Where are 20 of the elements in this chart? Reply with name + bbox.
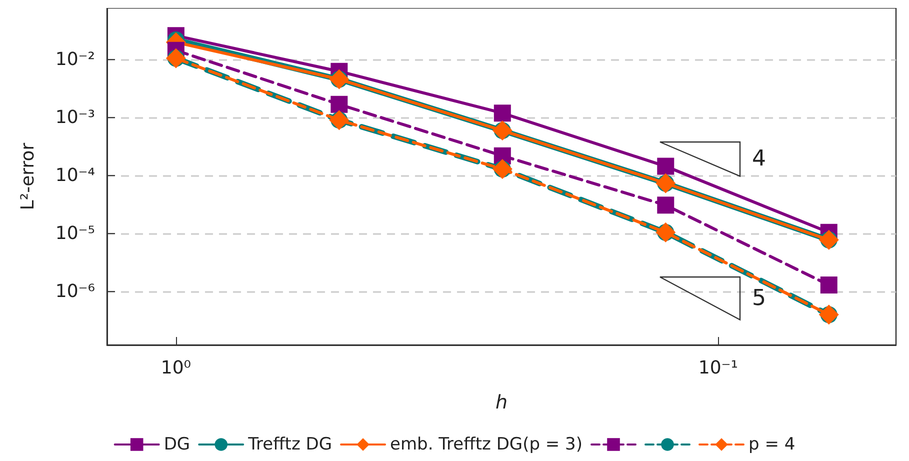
legend-label: emb. Trefftz DG(p = 3) bbox=[390, 434, 583, 454]
annotation: 5 bbox=[752, 286, 766, 311]
y-tick-label: 10⁻³ bbox=[55, 107, 95, 128]
x-tick-label: 10⁻¹ bbox=[698, 358, 738, 378]
x-axis-title: h bbox=[495, 392, 508, 414]
y-tick-label: 10⁻⁵ bbox=[55, 223, 95, 244]
point bbox=[657, 158, 674, 175]
point bbox=[657, 196, 674, 214]
legend-label: p = 4 bbox=[748, 434, 796, 454]
y-axis-title: L²-error bbox=[18, 142, 38, 210]
legend-label: DG bbox=[164, 434, 190, 454]
legend-label: Trefftz DG bbox=[247, 434, 332, 454]
y-tick-label: 10⁻⁴ bbox=[55, 165, 95, 186]
annotation: 4 bbox=[752, 146, 766, 172]
x-tick-label: 10⁰ bbox=[160, 358, 191, 378]
point bbox=[820, 276, 838, 294]
y-tick-label: 10⁻² bbox=[55, 49, 95, 70]
point bbox=[494, 104, 511, 122]
point bbox=[330, 96, 348, 113]
y-tick-label: 10⁻⁶ bbox=[55, 281, 95, 302]
